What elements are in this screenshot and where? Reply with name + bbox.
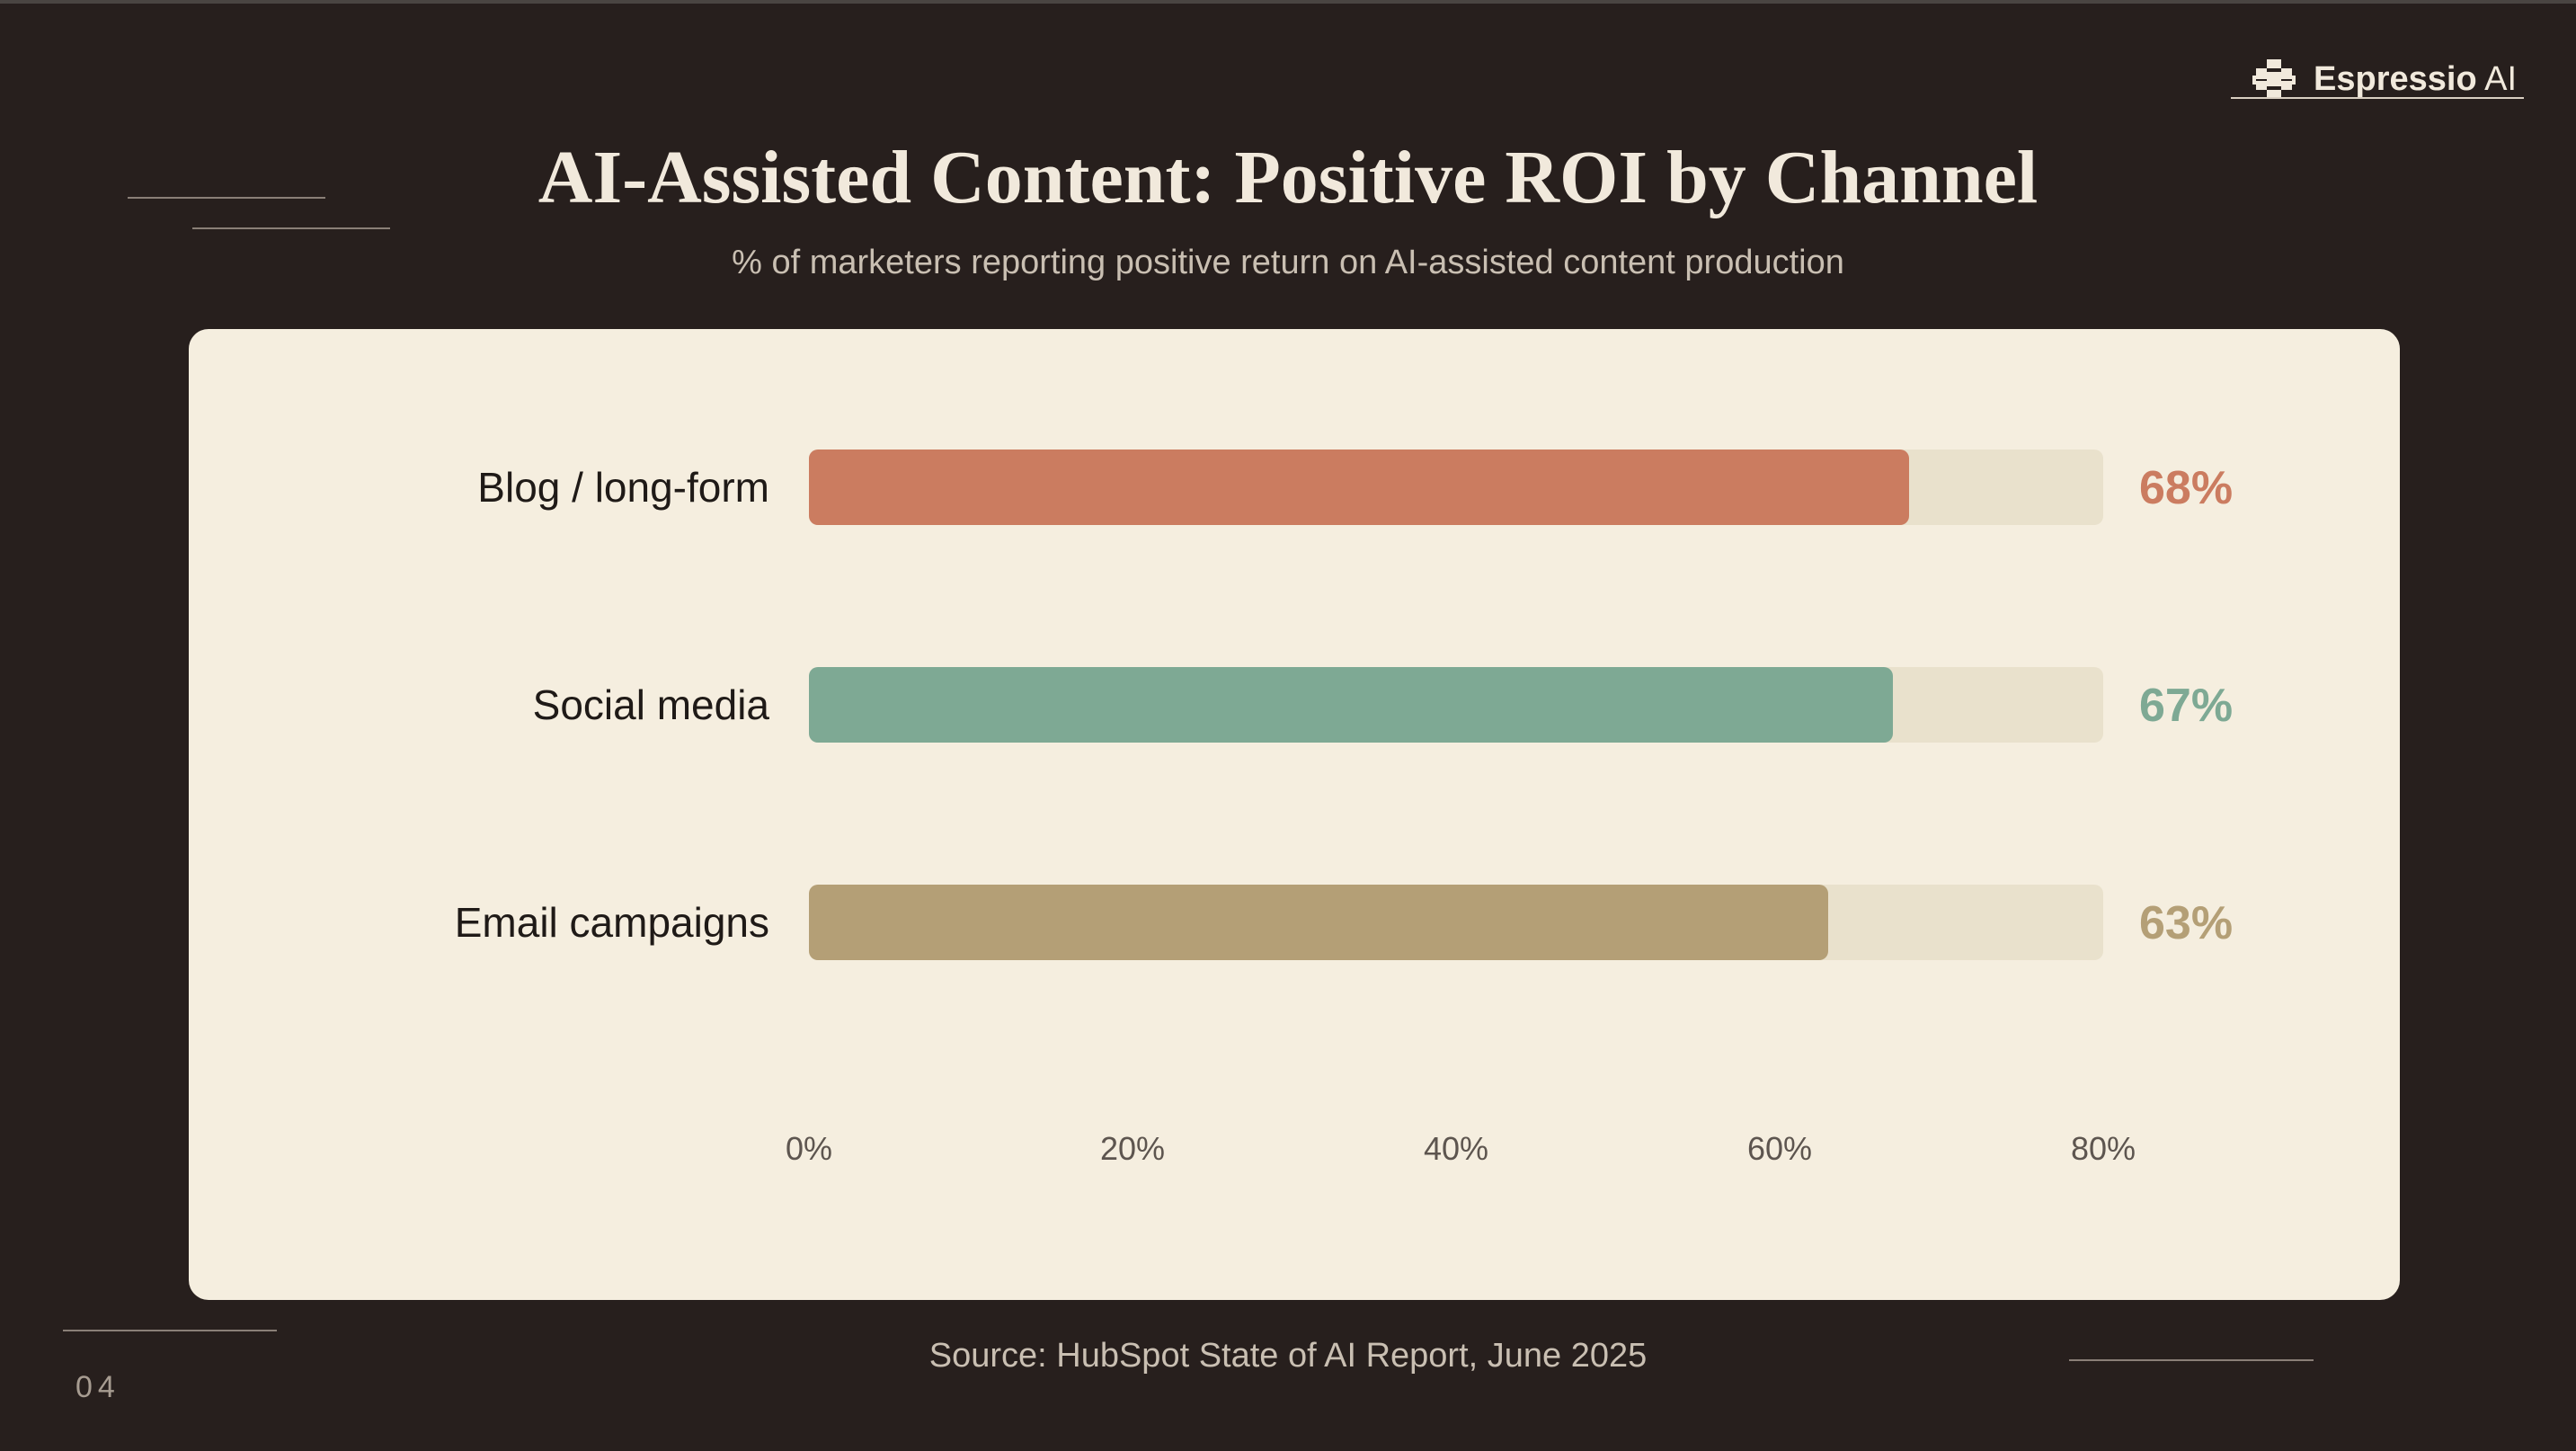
x-tick-label: 60% <box>1747 1130 1812 1167</box>
value-label-blog-long-form: 68% <box>2139 462 2233 514</box>
x-tick-label: 80% <box>2071 1130 2136 1167</box>
brand-name: Espressio AI <box>2314 60 2517 99</box>
page-title: AI-Assisted Content: Positive ROI by Cha… <box>537 136 2039 219</box>
top-border <box>0 0 2576 4</box>
value-label-email-campaigns: 63% <box>2139 897 2233 949</box>
decorative-line-bottom-left <box>63 1330 277 1331</box>
value-label-social-media: 67% <box>2139 680 2233 732</box>
brand-name-bold: Espressio <box>2314 59 2477 98</box>
x-tick-label: 20% <box>1100 1130 1165 1167</box>
brand-underline <box>2231 97 2524 99</box>
decorative-line-top-left-1 <box>128 197 325 199</box>
espressio-logo-icon <box>2252 59 2296 99</box>
brand-name-light: AI <box>2484 59 2518 98</box>
source-note: Source: HubSpot State of AI Report, June… <box>928 1337 1648 1375</box>
category-label-blog-long-form: Blog / long-form <box>477 464 769 511</box>
x-tick-label: 40% <box>1424 1130 1488 1167</box>
decorative-line-top-left-2 <box>192 227 390 229</box>
category-label-email-campaigns: Email campaigns <box>455 899 769 946</box>
page-number: 04 <box>76 1370 120 1404</box>
x-tick-label: 0% <box>786 1130 832 1167</box>
bar-email-campaigns <box>809 885 1828 960</box>
category-label-social-media: Social media <box>533 681 770 728</box>
page-subtitle: % of marketers reporting positive return… <box>732 244 1844 281</box>
brand-logo: Espressio AI <box>2231 58 2524 101</box>
decorative-line-bottom-right <box>2069 1359 2314 1361</box>
bar-social-media <box>809 667 1893 743</box>
bar-blog-long-form <box>809 450 1909 525</box>
